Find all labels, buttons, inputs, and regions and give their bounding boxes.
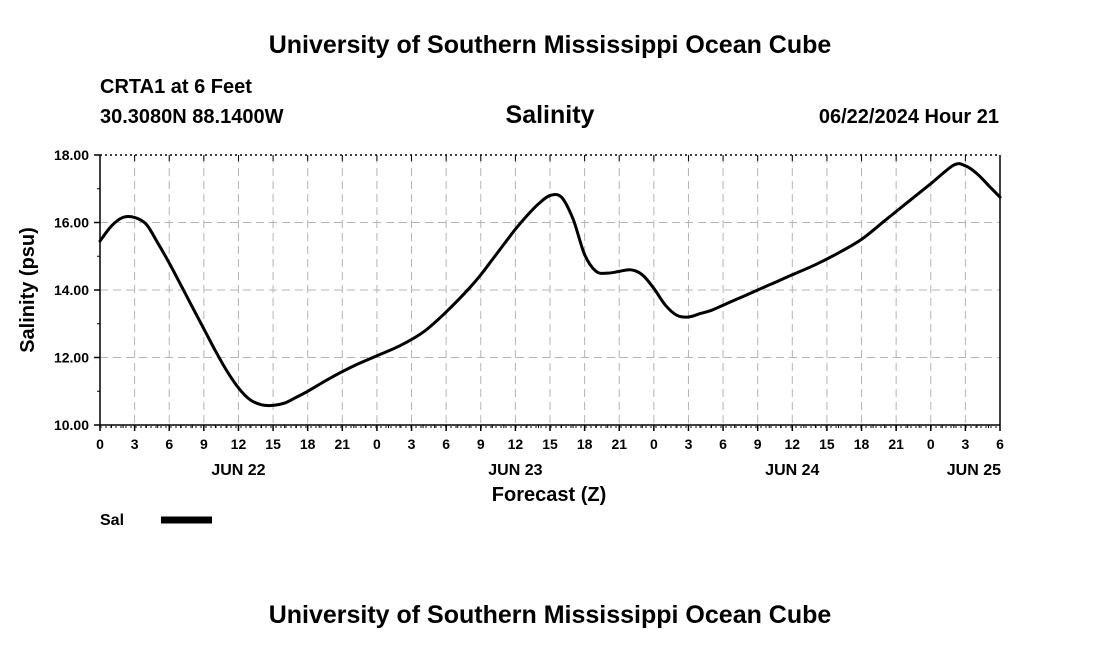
x-tick-label: 15 [542,436,558,452]
x-tick-label: 0 [650,436,658,452]
series-layer [98,162,1002,408]
x-tick-label: 21 [888,436,904,452]
x-tick-label: 3 [961,436,969,452]
x-tick-label: 12 [785,436,801,452]
timestamp-label: 06/22/2024 Hour 21 [818,106,999,128]
chart-title: Salinity [505,101,595,129]
y-axis-label: Salinity (psu) [17,227,39,353]
date-label: JUN 22 [211,462,265,479]
x-tick-label: 15 [265,436,281,452]
date-label: JUN 25 [947,462,1001,479]
x-tick-label: 0 [373,436,381,452]
x-tick-label: 21 [611,436,627,452]
y-tick-label: 16.00 [54,215,89,231]
x-tick-label: 9 [200,436,208,452]
station-label: CRTA1 at 6 Feet [100,76,252,98]
x-tick-label: 6 [719,436,727,452]
x-tick-label: 0 [927,436,935,452]
x-tick-label: 3 [685,436,693,452]
x-tick-label: 6 [442,436,450,452]
y-tick-label: 10.00 [54,417,89,433]
x-tick-label: 18 [577,436,593,452]
x-tick-label: 3 [408,436,416,452]
grid [100,154,1000,425]
page-title: University of Southern Mississippi Ocean… [268,31,832,59]
legend-label: Sal [100,512,124,529]
x-tick-label: 3 [131,436,139,452]
coordinates-label: 30.3080N 88.1400W [100,106,284,128]
x-tick-label: 6 [165,436,173,452]
axes: 10.00 12.00 14.00 16.00 18.00 0 3 6 9 12 15 18 21 0 3 6… [54,147,1004,479]
x-tick-label: 15 [819,436,835,452]
date-label: JUN 23 [488,462,542,479]
date-label: JUN 24 [765,462,819,479]
x-tick-label: 9 [477,436,485,452]
x-tick-label: 0 [96,436,104,452]
y-tick-label: 18.00 [54,147,89,163]
y-tick-label: 12.00 [54,350,89,366]
footer-title: University of Southern Mississippi Ocean… [268,601,832,629]
series-line-sal [98,162,1002,408]
x-axis-label: Forecast (Z) [492,484,606,506]
y-tick-label: 14.00 [54,282,89,298]
x-tick-label: 12 [231,436,247,452]
x-tick-label: 21 [335,436,351,452]
x-tick-label: 12 [508,436,524,452]
x-tick-label: 6 [996,436,1004,452]
x-tick-label: 18 [854,436,870,452]
x-tick-label: 9 [754,436,762,452]
x-tick-label: 18 [300,436,316,452]
